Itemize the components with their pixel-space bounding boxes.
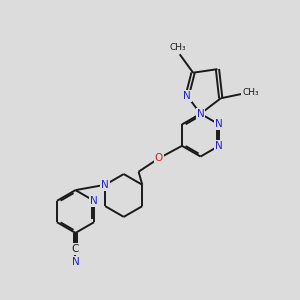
Text: N: N [101, 180, 109, 190]
Text: CH₃: CH₃ [242, 88, 259, 97]
Text: N: N [72, 257, 80, 267]
Text: C: C [72, 244, 79, 254]
Text: N: N [183, 91, 191, 101]
Text: N: N [90, 196, 98, 206]
Text: O: O [155, 153, 163, 163]
Text: N: N [215, 119, 223, 129]
Text: CH₃: CH₃ [169, 43, 186, 52]
Text: N: N [197, 109, 204, 119]
Text: N: N [215, 141, 223, 151]
